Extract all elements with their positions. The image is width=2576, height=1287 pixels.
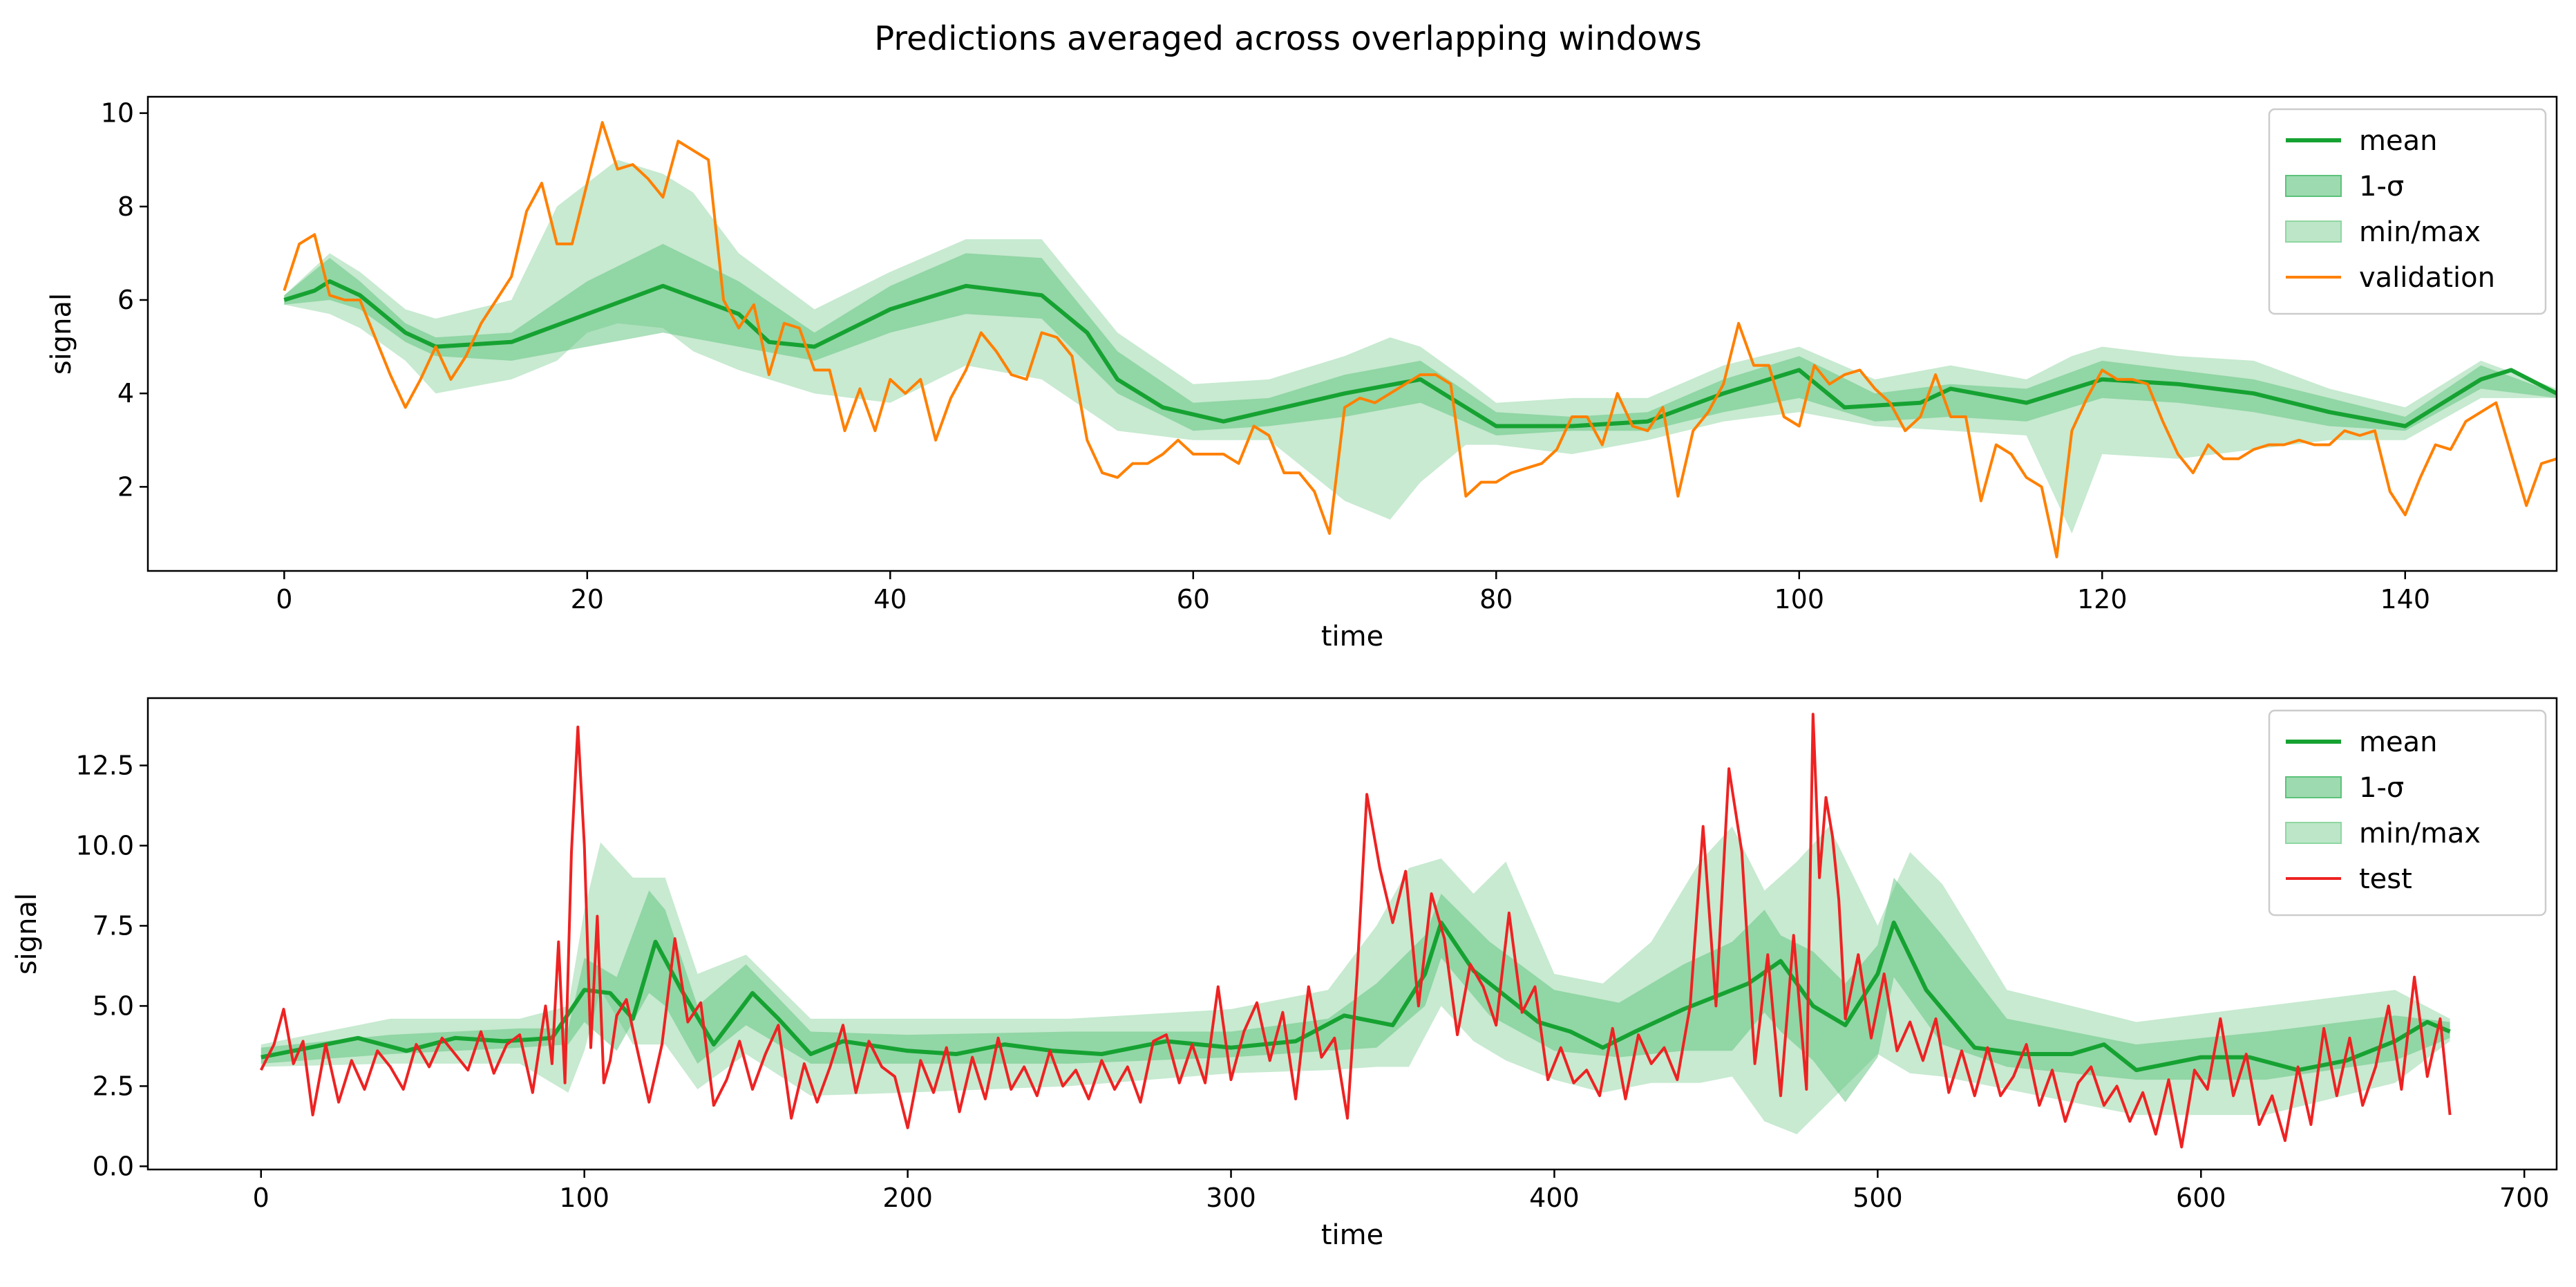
top-mean-line [283, 279, 2557, 429]
legend-entry-label: 1-σ [2359, 772, 2404, 804]
legend-entry-label: 1-σ [2359, 171, 2404, 203]
legend-entry-label: validation [2359, 262, 2495, 294]
legend-sigma-swatch [2285, 175, 2342, 197]
legend-entry-label: test [2359, 863, 2412, 895]
top-ytick-label: 10 [101, 98, 134, 129]
legend-frame [2268, 108, 2547, 315]
top-xtick-label: 140 [2380, 584, 2430, 614]
top-validation-line [283, 121, 2557, 558]
bottom-xtick-label: 600 [2176, 1183, 2226, 1213]
bottom-xtick-label: 200 [882, 1183, 933, 1213]
bottom-xtick-label: 400 [1529, 1183, 1580, 1213]
bottom-ytick-label: 12.5 [75, 750, 134, 780]
bottom-xtick-label: 700 [2499, 1183, 2550, 1213]
legend-minmax-swatch [2285, 822, 2342, 844]
legend-entry-label: min/max [2359, 216, 2481, 248]
top-ytick-label: 6 [117, 285, 134, 315]
top-xtick-label: 60 [1177, 584, 1210, 614]
top-ytick-label: 2 [117, 471, 134, 502]
top-xtick-label: 20 [571, 584, 604, 614]
top-xlabel: time [1321, 621, 1383, 652]
bottom-mean-line [261, 920, 2451, 1073]
bottom-ytick-label: 2.5 [93, 1071, 134, 1101]
top-xtick-label: 0 [276, 584, 292, 614]
bottom-ylabel: signal [11, 893, 43, 975]
bottom-test-line [260, 713, 2452, 1149]
figure-suptitle: Predictions averaged across overlapping … [874, 19, 1701, 58]
top-ytick-label: 8 [117, 191, 134, 222]
bottom-sigma-band [261, 877, 2450, 1102]
top-axes-frame [146, 95, 2558, 572]
bottom-axes-frame [146, 697, 2558, 1171]
legend-entry-label: mean [2359, 726, 2437, 758]
bottom-xlabel: time [1321, 1219, 1383, 1251]
top-xtick-label: 100 [1774, 584, 1825, 614]
top-xtick-label: 120 [2077, 584, 2128, 614]
top-minmax-band [284, 160, 2557, 534]
bottom-xtick-label: 0 [253, 1183, 269, 1213]
top-xtick-label: 80 [1479, 584, 1513, 614]
legend-frame [2268, 709, 2547, 917]
bottom-xtick-label: 500 [1853, 1183, 1903, 1213]
top-ytick-label: 4 [117, 378, 134, 408]
top-legend: mean 1-σ min/max validation [2268, 108, 2547, 315]
bottom-xtick-label: 100 [559, 1183, 609, 1213]
bottom-ytick-label: 7.5 [93, 910, 134, 941]
top-sigma-band [284, 243, 2557, 435]
bottom-xtick-label: 300 [1206, 1183, 1256, 1213]
bottom-ytick-label: 10.0 [75, 830, 134, 861]
legend-entry-label: min/max [2359, 818, 2481, 849]
bottom-subplot: 0 100 200 300 400 500 600 700 0.0 2.5 5.0 7.5 10.0 12… [11, 697, 2558, 1251]
top-xtick-label: 40 [873, 584, 907, 614]
bottom-ytick-label: 5.0 [93, 990, 134, 1021]
top-plot-area [283, 121, 2557, 558]
legend-minmax-swatch [2285, 220, 2342, 243]
bottom-ytick-label: 0.0 [93, 1151, 134, 1181]
top-ylabel: signal [46, 293, 77, 375]
legend-entry-label: mean [2359, 125, 2437, 157]
legend-sigma-swatch [2285, 776, 2342, 798]
top-subplot: 0 20 40 60 80 100 120 140 2 4 6 8 10 time signal mean 1-… [46, 95, 2558, 652]
bottom-plot-area [260, 713, 2452, 1149]
bottom-legend: mean 1-σ min/max test [2268, 709, 2547, 917]
